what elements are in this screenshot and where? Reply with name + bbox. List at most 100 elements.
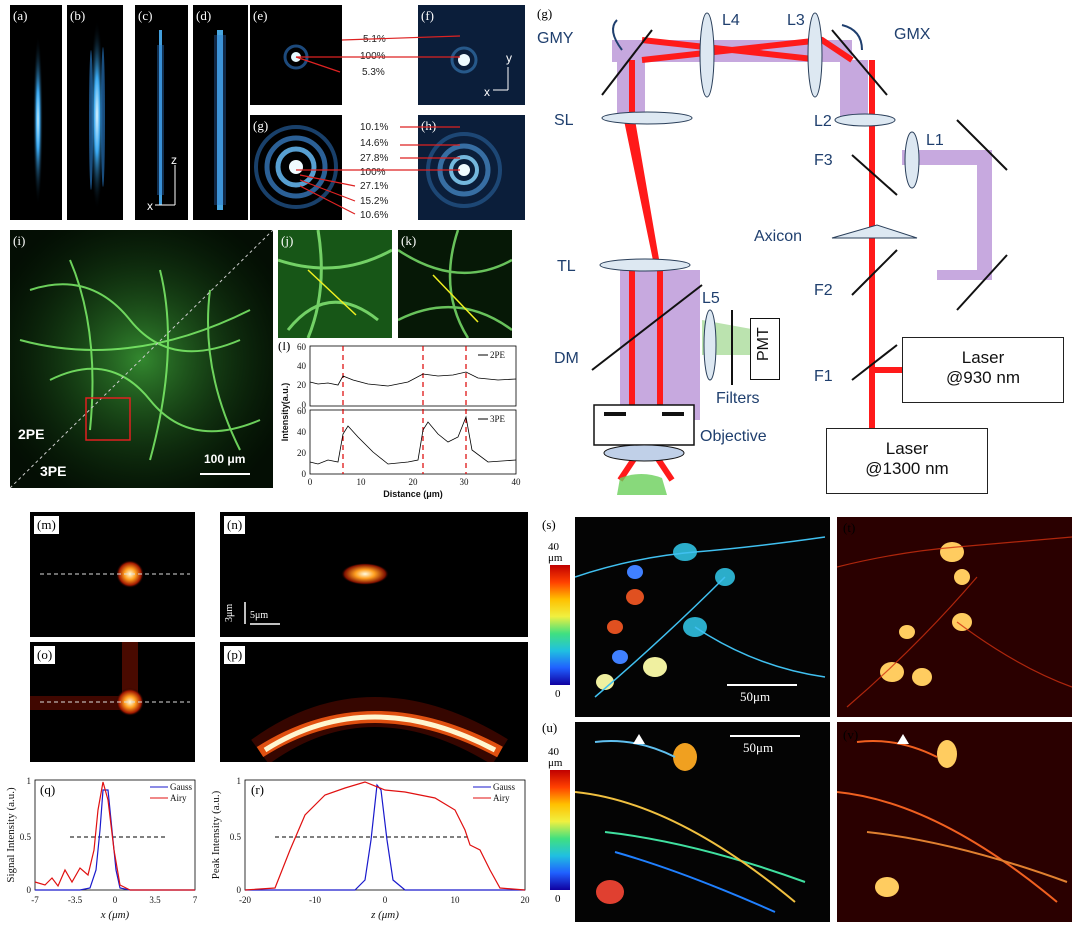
svg-text:-7: -7 xyxy=(31,895,39,905)
panel-label-q: (q) xyxy=(40,782,56,797)
profile-2pe xyxy=(309,371,517,387)
svg-text:10: 10 xyxy=(451,895,461,905)
svg-text:Intensity(a.u.): Intensity(a.u.) xyxy=(280,383,290,442)
label-f2: F2 xyxy=(814,282,833,299)
panel-h: (h) xyxy=(418,115,525,220)
intensity-profile-l: 0 20 40 60 0 20 40 60 0 10 20 30 40 Dist… xyxy=(280,342,522,499)
profile-3pe xyxy=(309,415,517,465)
label-l1: L1 xyxy=(926,132,944,149)
label-l4: L4 xyxy=(722,12,740,29)
colorbar-u-top: 40 xyxy=(548,746,559,758)
scale-n-horizontal: 5μm xyxy=(250,610,269,621)
svg-text:1: 1 xyxy=(237,776,242,786)
pct-top-0: 5.1% xyxy=(363,34,386,45)
panel-label-c: (c) xyxy=(138,8,153,23)
label-objective: Objective xyxy=(700,428,767,445)
optical-setup-diagram xyxy=(591,12,1008,495)
panel-label-a: (a) xyxy=(13,8,28,23)
laser-1300-box: Laser @1300 nm xyxy=(826,428,988,494)
svg-text:0.5: 0.5 xyxy=(20,832,32,842)
svg-text:Signal Intensity (a.u.): Signal Intensity (a.u.) xyxy=(5,787,17,883)
svg-text:-3.5: -3.5 xyxy=(68,895,83,905)
svg-text:40: 40 xyxy=(297,361,307,371)
colorbar-u-unit: μm xyxy=(548,757,563,769)
axis-z-label: z xyxy=(171,153,177,167)
fluorescence-image-i xyxy=(10,230,273,488)
light-sheet-c xyxy=(157,30,164,205)
laser-930-box: Laser @930 nm xyxy=(902,337,1064,403)
svg-text:z (μm): z (μm) xyxy=(370,909,399,921)
panel-label-v: (v) xyxy=(843,727,859,742)
label-l3: L3 xyxy=(787,12,805,29)
svg-text:10: 10 xyxy=(357,477,367,487)
panel-label-p: (p) xyxy=(224,646,246,664)
panel-f: (f) y x xyxy=(418,5,525,105)
pct-top-2: 5.3% xyxy=(362,67,385,78)
label-sl: SL xyxy=(554,112,574,129)
svg-text:0: 0 xyxy=(113,895,118,905)
panel-label-h: (h) xyxy=(421,118,437,133)
svg-text:1: 1 xyxy=(27,776,32,786)
label-pmt: PMT xyxy=(755,327,772,361)
airy-psf-o xyxy=(30,642,190,716)
pct-top-1: 100% xyxy=(360,51,386,62)
panel-a: (a) xyxy=(10,5,62,220)
svg-text:0: 0 xyxy=(237,885,242,895)
svg-text:40: 40 xyxy=(297,427,307,437)
label-dm: DM xyxy=(554,350,579,367)
panel-label-s: (s) xyxy=(542,517,556,532)
airy-axial-p xyxy=(251,697,508,762)
label-l2: L2 xyxy=(814,113,832,130)
light-sheet-b xyxy=(89,20,105,210)
svg-text:0: 0 xyxy=(308,477,313,487)
label-gmy: GMY xyxy=(537,30,574,47)
panel-label-u: (u) xyxy=(542,720,558,735)
panel-c: (c) z x xyxy=(135,5,188,220)
airy-curve-r xyxy=(244,781,526,891)
svg-text:0: 0 xyxy=(383,895,388,905)
svg-text:0: 0 xyxy=(302,469,307,479)
pct-bot-2: 27.8% xyxy=(360,153,389,164)
panel-label-d: (d) xyxy=(196,8,212,23)
label-filters: Filters xyxy=(716,390,760,407)
panel-o: (o) xyxy=(30,642,195,762)
svg-text:20: 20 xyxy=(297,380,307,390)
panel-label-l: (l) xyxy=(278,342,291,353)
svg-text:40: 40 xyxy=(512,477,522,487)
colorbar-s xyxy=(550,565,570,685)
gauss-axial-n xyxy=(244,563,389,625)
svg-text:0.5: 0.5 xyxy=(230,832,242,842)
svg-text:20: 20 xyxy=(521,895,531,905)
zoom-image-j xyxy=(278,230,392,338)
panel-label-j: (j) xyxy=(281,233,294,248)
panel-s: 50μm xyxy=(575,517,830,717)
svg-text:60: 60 xyxy=(297,342,307,352)
panel-e: (e) xyxy=(250,5,342,105)
svg-text:x (μm): x (μm) xyxy=(100,909,130,921)
svg-text:Gauss: Gauss xyxy=(493,782,515,792)
panel-label-g-optics: (g) xyxy=(537,6,553,21)
max-projection-image-t xyxy=(837,517,1072,717)
panel-k: (k) xyxy=(398,230,512,338)
panel-label-o: (o) xyxy=(34,646,56,664)
gauss-curve-q xyxy=(35,789,195,891)
axis-x2-label: x xyxy=(484,85,490,99)
svg-text:20: 20 xyxy=(297,448,307,458)
scale-bar-i-label: 100 μm xyxy=(204,452,246,466)
depth-coded-image-u xyxy=(575,734,806,913)
scale-s-label: 50μm xyxy=(740,689,771,704)
pct-bot-1: 14.6% xyxy=(360,138,389,149)
pct-bot-6: 10.6% xyxy=(360,210,389,221)
depth-coded-image-s xyxy=(575,536,826,698)
axes-xz-icon xyxy=(155,165,176,206)
pmt-box: PMT xyxy=(750,318,780,380)
panel-b: (b) xyxy=(67,5,123,220)
svg-text:7: 7 xyxy=(193,895,198,905)
light-sheet-d xyxy=(214,30,226,210)
panel-g-optics: (g) GMY L4 L3 GMX SL L2 L1 F3 Axicon TL … xyxy=(532,0,1072,505)
panel-label-k: (k) xyxy=(401,233,417,248)
panel-l: 0 20 40 60 0 20 40 60 0 10 20 30 40 Dist… xyxy=(278,342,524,502)
panel-n: (n) 3μm 5μm xyxy=(220,512,528,637)
panel-label-t: (t) xyxy=(843,520,856,535)
axis-y-label: y xyxy=(506,51,512,65)
